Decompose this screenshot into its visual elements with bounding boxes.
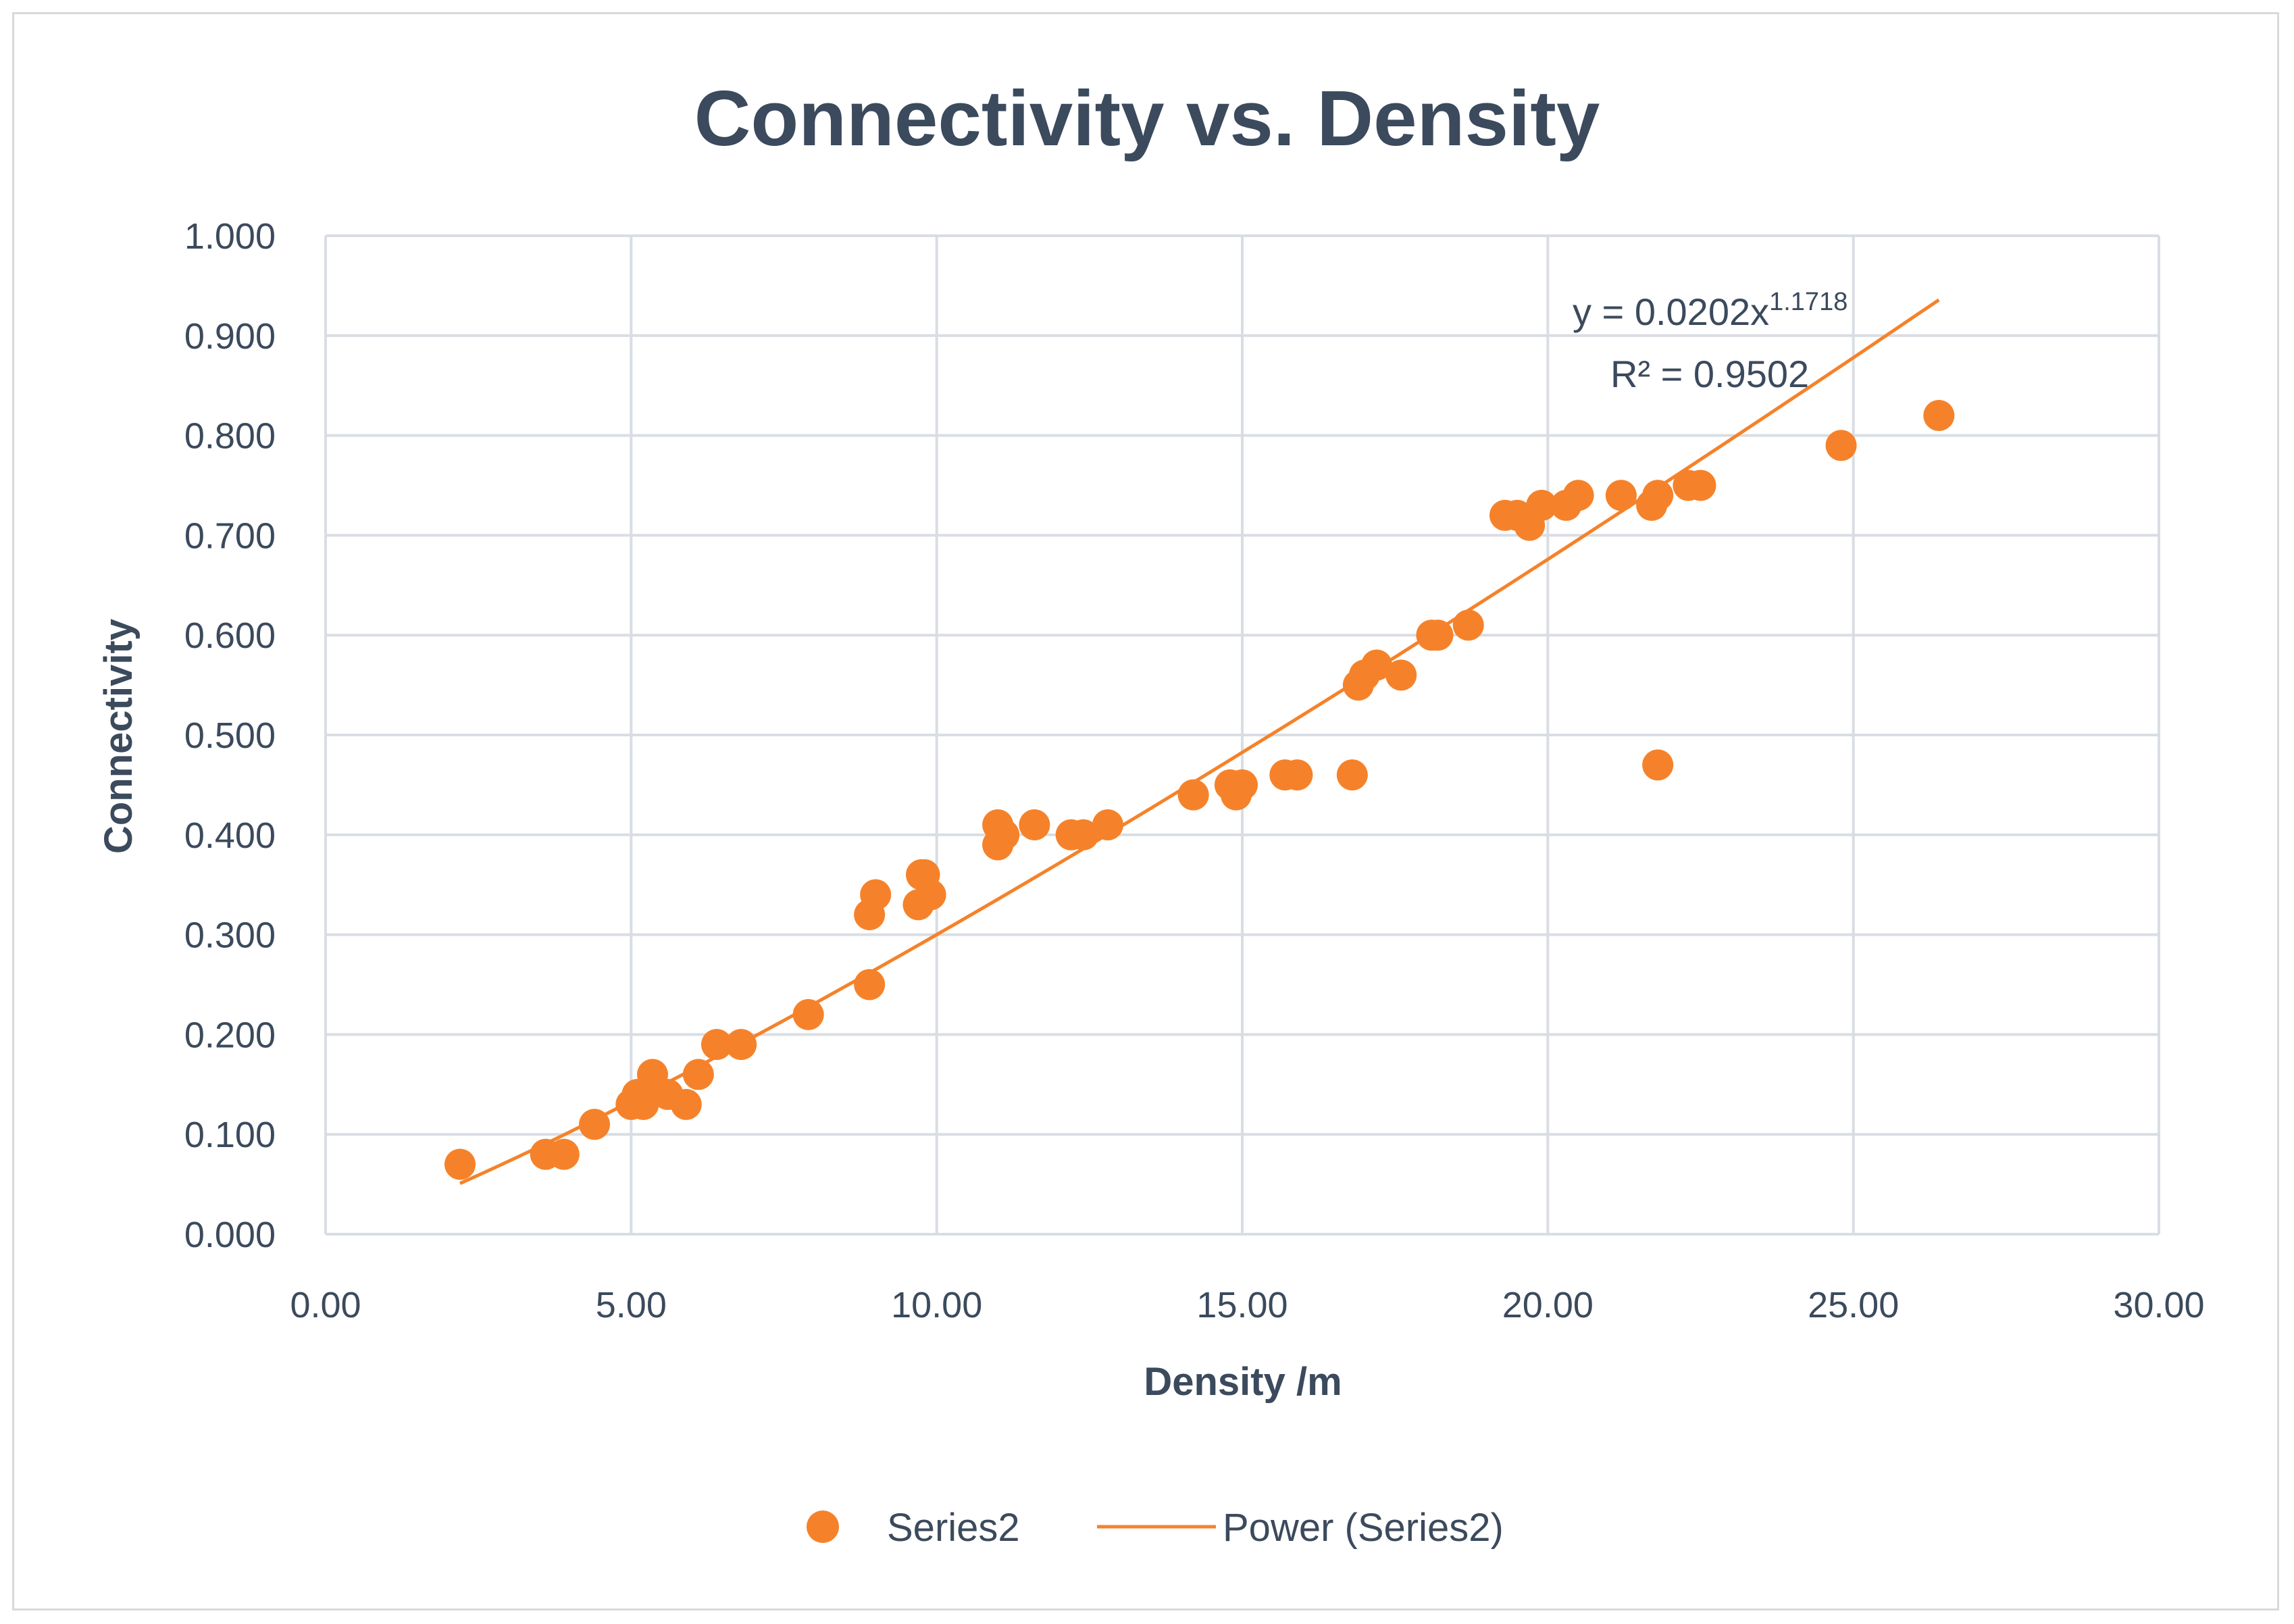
data-point [1067,819,1099,851]
data-point [1923,400,1955,432]
data-point [444,1148,476,1180]
x-tick-label: 25.00 [1808,1285,1899,1325]
data-point [1019,809,1050,841]
x-tick-label: 20.00 [1502,1285,1594,1325]
data-point [1281,759,1313,791]
y-tick-label: 0.600 [184,615,276,656]
data-point [1642,749,1674,781]
data-points [444,400,1955,1180]
data-point [1227,769,1258,801]
legend: Series2 Power (Series2) [807,1506,1504,1550]
data-point [1825,430,1857,461]
y-axis-label: Connectivity [97,619,141,854]
data-point [1562,480,1594,511]
legend-label-trendline: Power (Series2) [1223,1506,1504,1550]
data-point [1092,809,1123,841]
y-tick-label: 0.800 [184,416,276,457]
y-tick-label: 1.000 [184,216,276,257]
r-squared-label: R² = 0.9502 [1610,353,1809,395]
data-point [854,969,886,1000]
y-tick-label: 0.700 [184,515,276,556]
data-point [915,879,946,911]
trendline-equation: y = 0.0202x1.1718 [1573,288,1847,333]
legend-label-series2: Series2 [887,1506,1020,1550]
data-point [1685,470,1716,501]
trendline [459,298,1940,1186]
equation-base: y = 0.0202x [1573,290,1769,333]
data-point [1385,659,1417,691]
x-tick-label: 5.00 [596,1285,667,1325]
data-point [1452,609,1484,641]
data-point [1361,649,1393,681]
data-point [1526,490,1558,522]
y-tick-labels: 0.000 0.100 0.200 0.300 0.400 0.500 0.600 0.700… [184,216,276,1255]
data-point [579,1109,611,1140]
data-point [682,1059,714,1090]
x-tick-label: 15.00 [1196,1285,1288,1325]
data-point [1336,759,1368,791]
data-point [670,1088,702,1120]
data-point [1422,619,1454,651]
data-point [792,998,824,1030]
x-axis-label: Density /m [1144,1360,1342,1404]
data-point [700,1029,732,1061]
data-point [1177,779,1209,811]
data-point [548,1138,580,1170]
data-point [725,1029,757,1061]
data-point [860,879,892,911]
data-point [1605,480,1637,511]
y-tick-label: 0.400 [184,815,276,856]
y-tick-label: 0.500 [184,715,276,756]
x-tick-label: 30.00 [2113,1285,2204,1325]
y-tick-label: 0.100 [184,1115,276,1155]
y-tick-label: 0.300 [184,915,276,956]
x-tick-label: 10.00 [891,1285,982,1325]
legend-marker-series2 [807,1511,839,1543]
x-tick-labels: 0.00 5.00 10.00 15.00 20.00 25.00 30.00 [290,1285,2204,1325]
x-tick-label: 0.00 [290,1285,361,1325]
gridlines [324,234,2160,1236]
chart-title: Connectivity vs. Density [694,74,1600,162]
trendline-group [459,298,1940,1186]
data-point [988,819,1020,851]
y-tick-label: 0.900 [184,316,276,357]
equation-exponent: 1.1718 [1769,288,1847,316]
y-tick-label: 0.000 [184,1215,276,1255]
data-point [1642,480,1674,511]
y-tick-label: 0.200 [184,1015,276,1055]
